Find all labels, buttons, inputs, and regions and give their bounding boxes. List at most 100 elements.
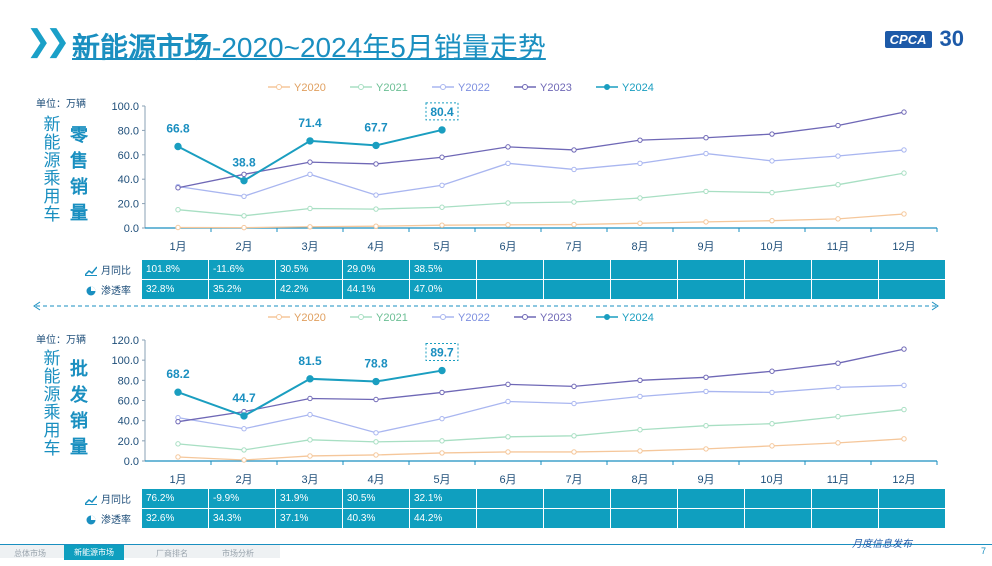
data-point (769, 158, 775, 164)
table-cell (811, 488, 879, 509)
series-line-y2021 (177, 172, 905, 217)
x-tick-label: 9月 (697, 474, 714, 486)
table-row: 月同比 101.8% -11.6% 30.5% 29.0% 38.5% (80, 259, 946, 280)
data-point (703, 388, 709, 395)
data-point (373, 161, 379, 167)
data-label: 67.7 (364, 120, 388, 134)
x-tick-label: 3月 (301, 241, 318, 253)
table-cell: 32.6% (141, 508, 209, 529)
data-point (240, 176, 248, 185)
page-number: 7 (980, 546, 986, 556)
side-char: 乘 (43, 169, 61, 188)
row-label: 月同比 (80, 488, 142, 509)
data-point (372, 377, 380, 386)
title-char: 量 (70, 437, 88, 457)
data-point (306, 375, 314, 383)
table-cell (610, 508, 678, 529)
data-point (241, 457, 247, 463)
legend-marker (358, 84, 364, 90)
table-cell: 34.3% (208, 508, 276, 529)
legend-marker (522, 84, 528, 90)
data-point (571, 147, 577, 153)
legend-marker (604, 84, 610, 90)
legend-label: Y2020 (294, 82, 326, 94)
table-cell: 40.3% (342, 508, 410, 529)
pie-icon (85, 515, 97, 525)
title-char: 量 (70, 203, 88, 223)
data-point (439, 450, 445, 456)
publisher-label: 月度信息发布 (852, 539, 912, 550)
table-cell (543, 279, 611, 300)
retail-metrics-table: 月同比 101.8% -11.6% 30.5% 29.0% 38.5% 渗透率 32.8% 35… (80, 259, 946, 300)
data-point (571, 449, 577, 455)
data-point (373, 439, 379, 445)
table-cell: 37.1% (275, 508, 343, 529)
data-point (505, 200, 511, 206)
data-point (306, 137, 314, 145)
data-label: 44.7 (232, 391, 256, 405)
data-point (571, 199, 577, 205)
table-cell (677, 508, 745, 529)
row-label: 月同比 (80, 259, 142, 280)
data-point (505, 449, 511, 455)
data-point (307, 205, 313, 212)
data-point (769, 443, 775, 449)
footer-tab-ranking[interactable]: 厂商排名 (156, 549, 188, 558)
data-point (637, 195, 643, 201)
data-point (703, 374, 709, 381)
x-tick-label: 6月 (499, 241, 516, 253)
data-point (307, 437, 313, 443)
data-point (769, 389, 775, 396)
unit-label-wholesale: 单位：万辆 (36, 335, 86, 346)
x-tick-label: 7月 (565, 474, 582, 486)
data-point (901, 382, 907, 389)
side-label-retail: 新 能 源 乘 用 车 (42, 116, 62, 224)
table-cell (811, 259, 879, 280)
footer-divider (0, 544, 992, 545)
table-cell: 44.1% (342, 279, 410, 300)
title-arrow-icon: ❯❯ (26, 25, 70, 58)
table-cell (543, 508, 611, 529)
side-char: 能 (43, 367, 61, 386)
data-point (835, 413, 841, 420)
legend-label: Y2021 (376, 82, 408, 94)
legend-marker (604, 314, 610, 320)
legend-label: Y2024 (622, 82, 654, 94)
table-cell (744, 279, 812, 300)
x-tick-label: 4月 (367, 474, 384, 486)
legend-label: Y2022 (458, 312, 490, 324)
table-cell (610, 279, 678, 300)
footer-tab-overall[interactable]: 总体市场 (14, 549, 46, 558)
data-point (835, 384, 841, 391)
data-point (571, 166, 577, 173)
cpca-logo: CPCA 30 (884, 26, 964, 52)
table-cell (543, 259, 611, 280)
table-cell (476, 508, 544, 529)
legend-marker (440, 84, 446, 90)
data-point (241, 171, 247, 178)
legend-marker (358, 314, 364, 320)
footer-tab-analysis[interactable]: 市场分析 (222, 549, 254, 558)
data-point (175, 454, 181, 460)
data-point (769, 131, 775, 137)
data-point (439, 438, 445, 444)
data-point (637, 160, 643, 167)
highlight-box (425, 343, 459, 362)
x-tick-label: 5月 (433, 474, 450, 486)
footer-tab-nev[interactable]: 新能源市场 (64, 545, 124, 560)
chart-title-retail: 零 售 销 量 (68, 122, 90, 226)
data-point (373, 206, 379, 212)
series-line-y2020 (177, 213, 905, 229)
data-point (175, 224, 181, 231)
data-point (505, 381, 511, 388)
title-char: 售 (70, 151, 88, 171)
row-label: 渗透率 (80, 279, 142, 300)
table-cell (744, 259, 812, 280)
table-cell (811, 508, 879, 529)
data-point (439, 389, 445, 396)
title-char: 销 (70, 411, 88, 431)
data-point (901, 147, 907, 153)
logo-anniversary: 30 (939, 26, 964, 51)
divider-arrow-left-icon (33, 301, 41, 311)
wholesale-metrics-table: 月同比 76.2% -9.9% 31.9% 30.5% 32.1% 渗透率 32.6% 34.3… (80, 488, 946, 529)
